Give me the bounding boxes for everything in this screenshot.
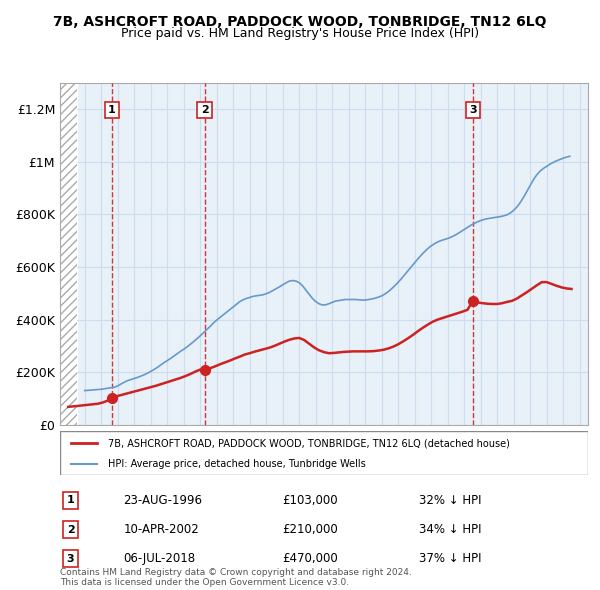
- FancyBboxPatch shape: [60, 431, 588, 475]
- Text: 06-JUL-2018: 06-JUL-2018: [124, 552, 196, 565]
- Text: £470,000: £470,000: [282, 552, 338, 565]
- Text: 2: 2: [67, 525, 74, 535]
- Bar: [60, 83, 77, 425]
- Text: 34% ↓ HPI: 34% ↓ HPI: [419, 523, 482, 536]
- Text: Price paid vs. HM Land Registry's House Price Index (HPI): Price paid vs. HM Land Registry's House …: [121, 27, 479, 40]
- Text: 32% ↓ HPI: 32% ↓ HPI: [419, 494, 482, 507]
- Text: 23-AUG-1996: 23-AUG-1996: [124, 494, 202, 507]
- Text: 3: 3: [469, 105, 476, 115]
- Text: Contains HM Land Registry data © Crown copyright and database right 2024.
This d: Contains HM Land Registry data © Crown c…: [60, 568, 412, 587]
- Text: 2: 2: [201, 105, 209, 115]
- Text: 3: 3: [67, 554, 74, 563]
- Text: 1: 1: [108, 105, 116, 115]
- Text: HPI: Average price, detached house, Tunbridge Wells: HPI: Average price, detached house, Tunb…: [107, 459, 365, 469]
- Text: 37% ↓ HPI: 37% ↓ HPI: [419, 552, 482, 565]
- Text: £210,000: £210,000: [282, 523, 338, 536]
- Bar: [60, 83, 77, 425]
- Text: £103,000: £103,000: [282, 494, 337, 507]
- Text: 7B, ASHCROFT ROAD, PADDOCK WOOD, TONBRIDGE, TN12 6LQ: 7B, ASHCROFT ROAD, PADDOCK WOOD, TONBRID…: [53, 15, 547, 29]
- Text: 1: 1: [67, 496, 74, 505]
- Text: 7B, ASHCROFT ROAD, PADDOCK WOOD, TONBRIDGE, TN12 6LQ (detached house): 7B, ASHCROFT ROAD, PADDOCK WOOD, TONBRID…: [107, 438, 509, 448]
- Text: 10-APR-2002: 10-APR-2002: [124, 523, 199, 536]
